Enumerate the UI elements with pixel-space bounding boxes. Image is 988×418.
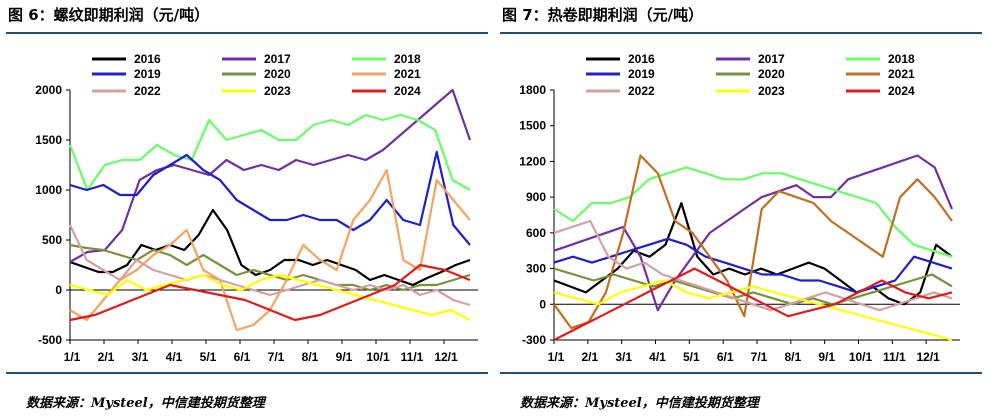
series-line-2020: [553, 267, 953, 306]
legend-label-2022: 2022: [628, 84, 655, 98]
legend-label-2024: 2024: [394, 84, 421, 98]
x-tick-label: 2/1: [98, 350, 115, 364]
legend-label-2017: 2017: [264, 52, 291, 66]
y-tick-label: 0: [539, 297, 546, 311]
series-line-2022: [69, 224, 471, 307]
series-line-2024: [69, 263, 471, 322]
legend-label-2021: 2021: [394, 67, 421, 81]
y-tick-label: 1500: [35, 133, 62, 147]
x-tick-label: 8/1: [784, 350, 801, 364]
y-tick-label: 900: [526, 190, 546, 204]
x-tick-label: 6/1: [234, 350, 251, 364]
chart-title: 图 7：热卷即期利润（元/吨）: [502, 6, 704, 24]
x-tick-label: 12/1: [916, 350, 940, 364]
chart-title: 图 6：螺纹即期利润（元/吨）: [8, 6, 210, 24]
x-tick-label: 3/1: [615, 350, 632, 364]
legend-label-2019: 2019: [134, 67, 161, 81]
legend-label-2022: 2022: [134, 84, 161, 98]
y-tick-label: 0: [55, 283, 62, 297]
divider-bottom: [500, 372, 982, 374]
x-tick-label: 10/1: [849, 350, 873, 364]
y-tick-label: -300: [522, 333, 546, 347]
x-tick-label: 1/1: [548, 350, 565, 364]
x-tick-label: 7/1: [751, 350, 768, 364]
legend-label-2016: 2016: [628, 52, 655, 66]
x-tick-label: 3/1: [132, 350, 149, 364]
x-tick-label: 4/1: [166, 350, 183, 364]
y-tick-label: 1000: [35, 183, 62, 197]
x-tick-label: 12/1: [434, 350, 458, 364]
series-line-2018: [68, 113, 471, 192]
legend-label-2019: 2019: [628, 67, 655, 81]
legend-label-2018: 2018: [888, 52, 915, 66]
x-tick-label: 5/1: [200, 350, 217, 364]
series-line-2017: [553, 154, 954, 312]
rebar-profit-chart: -500 0 500 1000 1500 2000 1/1 2/1 3/1 4/1 5/1 6/1 7/…: [35, 52, 478, 364]
y-tick-label: 600: [526, 226, 546, 240]
y-tick-label: 1500: [519, 119, 546, 133]
divider-top: [6, 32, 488, 34]
legend-label-2024: 2024: [888, 84, 915, 98]
x-tick-label: 1/1: [64, 350, 81, 364]
x-tick-label: 4/1: [649, 350, 666, 364]
series-line-2022: [553, 219, 953, 312]
series-line-2019: [69, 150, 471, 246]
x-tick-label: 9/1: [818, 350, 835, 364]
x-tick-label: 8/1: [302, 350, 319, 364]
series-line-2021: [553, 154, 953, 330]
legend-label-2023: 2023: [758, 84, 785, 98]
x-tick-label: 5/1: [683, 350, 700, 364]
series-line-2017: [69, 88, 472, 263]
hot-coil-profit-chart: -300 0 300 600 900 1200 1500 1800 1/1 2/1 3/1 4/1 5/…: [519, 52, 960, 364]
x-tick-label: 10/1: [366, 350, 390, 364]
x-tick-label: 7/1: [268, 350, 285, 364]
series-line-2023: [69, 273, 471, 321]
y-tick-label: 300: [526, 262, 546, 276]
legend-label-2016: 2016: [134, 52, 161, 66]
x-tick-label: 9/1: [336, 350, 353, 364]
legend-label-2018: 2018: [394, 52, 421, 66]
legend-label-2020: 2020: [264, 67, 291, 81]
y-tick-label: 1200: [519, 154, 546, 168]
chart-panel-hot-coil: 图 7：热卷即期利润（元/吨） -300 0 300 600 900 1200 1500 18…: [494, 0, 988, 418]
divider-bottom: [6, 372, 488, 374]
x-tick-label: 11/1: [883, 350, 906, 364]
source-note: 数据来源：Mysteel，中信建投期货整理: [26, 396, 265, 411]
y-tick-label: -500: [38, 333, 62, 347]
series-line-2023: [553, 279, 953, 342]
legend-label-2020: 2020: [758, 67, 785, 81]
legend-label-2021: 2021: [888, 67, 915, 81]
source-note: 数据来源：Mysteel，中信建投期货整理: [520, 396, 759, 411]
y-tick-label: 500: [42, 233, 62, 247]
x-tick-label: 2/1: [581, 350, 598, 364]
y-tick-label: 1800: [519, 83, 546, 97]
x-tick-label: 6/1: [717, 350, 734, 364]
series-line-2024: [553, 267, 953, 341]
chart-panel-rebar: 图 6：螺纹即期利润（元/吨） -500 0 500 1000 1500 2000 1/1 2…: [6, 6, 488, 411]
legend-label-2017: 2017: [758, 52, 785, 66]
series-line-2016: [69, 208, 471, 287]
series-line-2016: [553, 202, 953, 306]
x-tick-label: 11/1: [401, 350, 424, 364]
divider-top: [500, 32, 982, 34]
legend-label-2023: 2023: [264, 84, 291, 98]
y-tick-label: 2000: [35, 83, 62, 97]
series-line-2018: [553, 166, 953, 258]
